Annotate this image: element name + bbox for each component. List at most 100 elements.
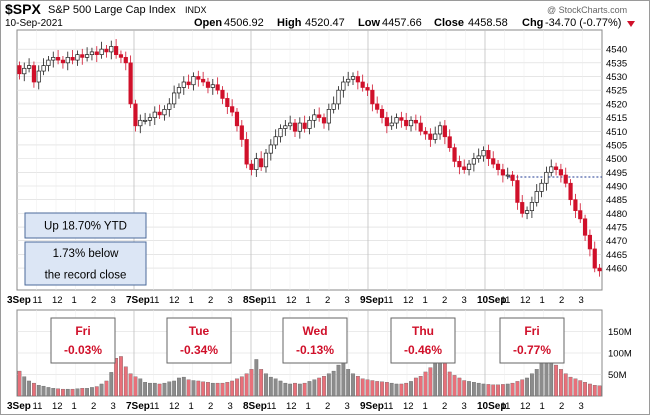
candle-body: [302, 122, 307, 129]
volume-bar: [457, 377, 462, 397]
day-change-pct: -0.46%: [404, 343, 442, 357]
chg-value: -34.70 (-0.77%): [545, 17, 622, 29]
volume-bar: [505, 383, 510, 397]
day-label: 8Sep: [243, 295, 267, 306]
candle-body: [433, 133, 438, 140]
candle-body: [65, 57, 70, 64]
hour-tick-label: 11: [33, 401, 43, 412]
price-tick-label: 4520: [606, 99, 627, 110]
candle-body: [587, 234, 593, 250]
day-change-name: Wed: [302, 324, 327, 338]
candle-body: [568, 182, 573, 201]
candle-body: [99, 48, 104, 55]
ytd-box: Up 18.70% YTD: [24, 212, 147, 239]
close-label: Close: [434, 17, 464, 29]
volume-bar: [65, 388, 70, 397]
volume-bar: [80, 388, 85, 397]
candle-body: [191, 76, 196, 86]
candle-body: [288, 122, 293, 127]
volume-bar: [254, 359, 259, 397]
hour-tick-label: 3: [345, 401, 350, 412]
day-change-name: Fri: [75, 324, 90, 338]
volume-bar: [322, 376, 326, 397]
hour-tick-label: 1: [423, 295, 428, 306]
volume-bar: [210, 382, 215, 397]
hour-tick-label: 3: [579, 401, 584, 412]
candle-body: [399, 117, 404, 121]
candle-body: [186, 81, 191, 86]
candle-body: [312, 114, 317, 121]
volume-bar: [326, 373, 331, 397]
candle-body: [167, 103, 172, 110]
day-change-pct: -0.77%: [513, 343, 551, 357]
hour-tick-label: 1: [189, 401, 194, 412]
volume-bar: [297, 383, 302, 397]
price-tick-label: 4525: [606, 86, 627, 97]
volume-bar: [206, 382, 210, 397]
candle-body: [495, 163, 501, 170]
volume-bar: [148, 382, 152, 397]
hour-tick-label: 11: [501, 401, 511, 412]
volume-bar: [157, 383, 162, 397]
volume-bar: [559, 369, 563, 397]
volume-bar: [302, 382, 307, 397]
day-label: 7Sep: [126, 401, 150, 412]
hour-tick-label: 3: [579, 295, 584, 306]
volume-bar: [452, 375, 457, 397]
volume-bar: [578, 380, 583, 397]
watermark: @ StockCharts.com: [547, 5, 628, 15]
candle-body: [60, 59, 66, 64]
volume-bar: [181, 376, 186, 397]
candle-body: [524, 210, 530, 214]
day-change-box: Thu -0.46%: [390, 317, 456, 364]
day-change-box: Fri -0.77%: [499, 317, 565, 364]
candle-body: [181, 81, 186, 88]
volume-bar: [259, 369, 264, 397]
candle-body: [172, 92, 177, 105]
price-tick-label: 4460: [606, 264, 627, 275]
day-change-name: Thu: [412, 324, 434, 338]
price-tick-label: 4485: [606, 195, 627, 206]
volume-bar: [588, 383, 592, 397]
candle-body: [152, 111, 157, 118]
candle-body: [41, 65, 46, 72]
volume-bar: [380, 381, 384, 397]
candle-body: [336, 89, 341, 105]
volume-tick-label: 50M: [608, 370, 627, 381]
volume-bar: [119, 356, 123, 397]
hour-tick-label: 12: [520, 295, 531, 306]
chg-label: Chg: [522, 17, 544, 29]
candle-body: [225, 98, 230, 107]
volume-bar: [278, 380, 283, 397]
volume-bar: [554, 364, 558, 397]
volume-bar: [51, 388, 56, 397]
hour-tick-label: 3: [462, 401, 467, 412]
candle-body: [423, 130, 428, 135]
price-tick-label: 4470: [606, 236, 627, 247]
volume-bar: [592, 385, 597, 397]
hour-tick-label: 12: [286, 401, 297, 412]
volume-bar: [467, 381, 471, 397]
volume-bar: [317, 377, 322, 397]
candle-body: [350, 76, 356, 80]
volume-tick-label: 100M: [608, 349, 632, 360]
volume-bar: [520, 379, 525, 397]
volume-bar: [32, 382, 36, 397]
candle-body: [46, 59, 51, 66]
volume-bar: [27, 380, 31, 397]
volume-bar: [496, 384, 500, 397]
hour-tick-label: 2: [208, 401, 213, 412]
volume-bar: [230, 380, 235, 397]
volume-bar: [191, 380, 196, 397]
record-box-text: 1.73% below: [53, 248, 120, 260]
low-label: Low: [358, 17, 380, 29]
candle-body: [370, 89, 375, 105]
candle-body: [578, 210, 583, 220]
volume-bar: [515, 381, 520, 397]
hour-tick-label: 3: [228, 295, 233, 306]
ytd-box-text: Up 18.70% YTD: [44, 221, 127, 233]
volume-bar: [239, 376, 244, 397]
symbol: $SPX: [5, 1, 41, 17]
candle-body: [573, 199, 578, 211]
volume-bar: [525, 377, 529, 397]
